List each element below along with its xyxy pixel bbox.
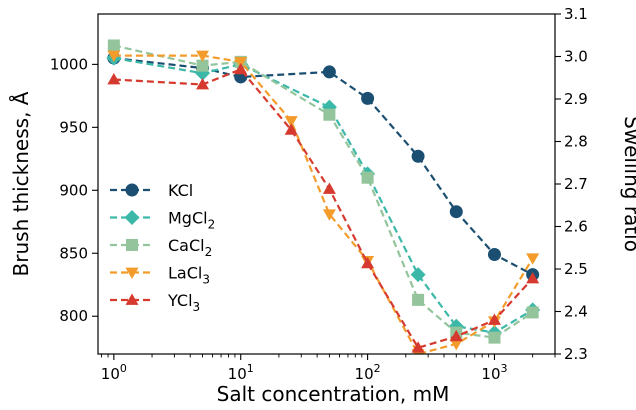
series-line-cacl2 bbox=[113, 44, 534, 339]
data-point-ycl3 bbox=[411, 341, 425, 353]
data-point-ycl3 bbox=[526, 271, 540, 284]
legend-label-kcl: KCl bbox=[168, 181, 193, 200]
y2-tick-label: 2.3 bbox=[564, 345, 588, 363]
data-point-mgcl2 bbox=[410, 267, 426, 283]
x-tick-label: 102 bbox=[355, 362, 381, 383]
y-tick-label: 850 bbox=[59, 244, 88, 262]
legend-marker-kcl bbox=[125, 183, 139, 197]
data-point-ycl3 bbox=[234, 62, 248, 75]
data-point-kcl bbox=[411, 149, 425, 163]
y2-tick-label: 2.7 bbox=[564, 175, 588, 193]
series-line-lacl3 bbox=[113, 54, 534, 354]
data-point-cacl2 bbox=[361, 171, 374, 184]
x-tick-label: 100 bbox=[101, 362, 127, 383]
y2-tick-label: 2.9 bbox=[564, 90, 588, 108]
data-point-cacl2 bbox=[526, 306, 539, 319]
data-point-ycl3 bbox=[487, 313, 501, 325]
legend-label-mgcl2: MgCl2 bbox=[168, 209, 215, 232]
y2-tick-label: 2.4 bbox=[564, 303, 588, 321]
y2-tick-label: 3.1 bbox=[564, 5, 588, 23]
y-tick-label: 950 bbox=[59, 118, 88, 136]
y-tick-label: 800 bbox=[59, 307, 88, 325]
x-axis-label: Salt concentration, mM bbox=[217, 382, 450, 406]
legend-label-cacl2: CaCl2 bbox=[168, 236, 212, 259]
series-line-ycl3 bbox=[113, 68, 534, 349]
data-point-kcl bbox=[487, 248, 501, 262]
legend-label-ycl3: YCl3 bbox=[167, 291, 200, 314]
series-line-mgcl2 bbox=[113, 57, 534, 334]
data-point-kcl bbox=[449, 205, 463, 219]
y2-tick-label: 2.5 bbox=[564, 260, 588, 278]
data-point-lacl3 bbox=[284, 116, 298, 128]
data-point-lacl3 bbox=[234, 56, 248, 69]
y-axis-label: Brush thickness, Å bbox=[9, 91, 33, 276]
legend-marker-ycl3 bbox=[125, 293, 139, 305]
axes-layer: 100 101 102 103 800 850 900 950 1000 2.3 2.4 2.5 2.6… bbox=[50, 5, 588, 383]
data-point-cacl2 bbox=[488, 331, 501, 344]
y2-tick-label: 3.0 bbox=[564, 48, 588, 66]
data-point-ycl3 bbox=[322, 182, 336, 194]
data-point-cacl2 bbox=[196, 59, 209, 72]
data-point-ycl3 bbox=[107, 72, 121, 85]
legend-label-lacl3: LaCl3 bbox=[168, 264, 210, 287]
x-tick-label: 103 bbox=[481, 362, 507, 383]
data-point-ycl3 bbox=[284, 123, 298, 135]
data-point-lacl3 bbox=[196, 50, 210, 63]
data-point-lacl3 bbox=[449, 339, 463, 351]
data-point-ycl3 bbox=[196, 78, 210, 90]
y2-tick-label: 2.8 bbox=[564, 133, 588, 151]
y-tick-label: 900 bbox=[59, 181, 88, 199]
data-point-kcl bbox=[361, 91, 375, 105]
data-point-ycl3 bbox=[361, 256, 375, 269]
legend-marker-cacl2 bbox=[126, 239, 138, 251]
data-point-cacl2 bbox=[412, 293, 425, 306]
data-point-lacl3 bbox=[322, 209, 336, 221]
y-tick-label: 1000 bbox=[50, 55, 88, 73]
data-point-cacl2 bbox=[323, 108, 336, 121]
legend: KCl MgCl2 CaCl2 LaCl3 YCl3 bbox=[110, 181, 215, 314]
x-tick-label: 101 bbox=[228, 362, 254, 383]
plot-frame bbox=[97, 13, 556, 355]
series-layer bbox=[106, 39, 541, 354]
data-point-lacl3 bbox=[526, 253, 540, 265]
data-point-ycl3 bbox=[449, 329, 463, 342]
y2-tick-label: 2.6 bbox=[564, 218, 588, 236]
data-point-lacl3 bbox=[107, 50, 121, 63]
data-point-kcl bbox=[322, 65, 336, 79]
data-point-cacl2 bbox=[107, 39, 120, 52]
legend-marker-lacl3 bbox=[125, 267, 139, 279]
legend-marker-mgcl2 bbox=[124, 210, 140, 225]
y2-axis-label: Swelling ratio bbox=[620, 116, 636, 252]
